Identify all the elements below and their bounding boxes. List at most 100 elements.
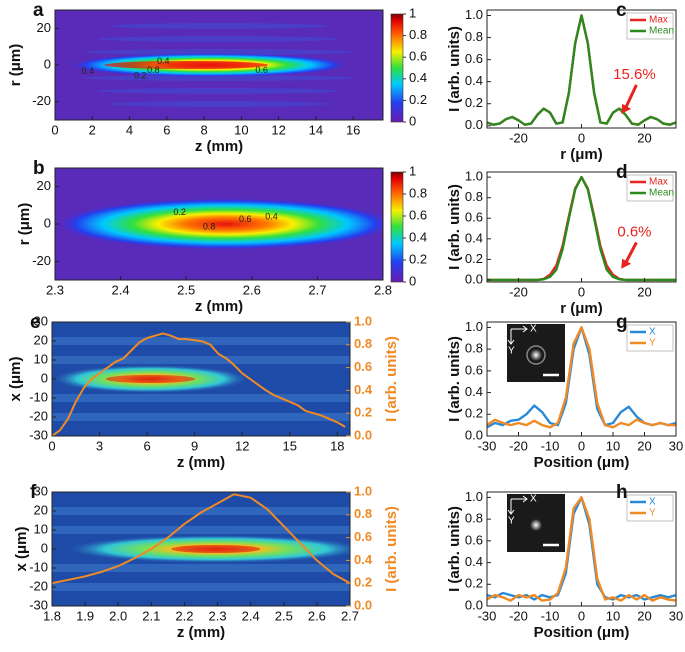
y-axis-label: r (μm) xyxy=(16,203,33,246)
y2-tick-label: 1.0 xyxy=(354,483,372,498)
panel-label: d xyxy=(616,162,628,183)
x-tick-label: -10 xyxy=(541,438,560,453)
side-lobe xyxy=(97,36,341,42)
panel-label: h xyxy=(616,482,628,503)
y2-tick-label: 0.2 xyxy=(354,405,372,420)
annotation-arrow xyxy=(623,241,638,265)
x-axis-label: Position (μm) xyxy=(534,624,630,641)
y-tick-label: 0.8 xyxy=(465,341,483,356)
x-axis-label: z (mm) xyxy=(177,624,225,641)
y-tick-label: 0.6 xyxy=(465,362,483,377)
x-tick-label: 2.5 xyxy=(177,282,195,297)
y-tick-label: 0.6 xyxy=(465,51,483,66)
x-tick-label: 10 xyxy=(234,122,248,137)
y-axis-label: I (arb. units) xyxy=(446,184,463,270)
x-tick-label: 4 xyxy=(126,122,133,137)
y2-axis-label: I (arb. units) xyxy=(383,336,400,422)
inset-ring xyxy=(526,345,546,365)
y2-axis-label: I (arb. units) xyxy=(383,506,400,592)
y-tick-label: 0 xyxy=(44,215,51,230)
y-tick-label: 0.6 xyxy=(465,210,483,225)
y-tick-label: -10 xyxy=(29,559,48,574)
y-tick-label: 0.4 xyxy=(465,554,483,569)
x-tick-label: 0 xyxy=(578,438,585,453)
inset-axis-label: Y xyxy=(508,516,515,527)
legend-label: X xyxy=(649,327,656,338)
contour-label: 0.4 xyxy=(82,66,95,76)
y-tick-label: 30 xyxy=(34,313,48,328)
annotation: 15.6% xyxy=(613,66,656,83)
x-tick-label: 2.4 xyxy=(112,282,130,297)
series-line xyxy=(487,14,676,126)
y2-tick-label: 0.2 xyxy=(354,575,372,590)
x-tick-label: 16 xyxy=(346,122,360,137)
x-tick-label: 14 xyxy=(309,122,323,137)
y-tick-label: 20 xyxy=(37,20,51,35)
x-axis-label: r (μm) xyxy=(560,300,603,317)
y-tick-label: -20 xyxy=(29,408,48,423)
y-tick-label: 0.0 xyxy=(465,597,483,612)
x-axis-label: z (mm) xyxy=(195,138,243,155)
y-tick-label: 0.4 xyxy=(465,73,483,88)
y-tick-label: -20 xyxy=(32,93,51,108)
y-tick-label: 1.0 xyxy=(465,169,483,184)
x-tick-label: 20 xyxy=(637,608,651,623)
y-tick-label: 0.2 xyxy=(465,576,483,591)
y-axis-label: I (arb. units) xyxy=(446,336,463,422)
x-tick-label: 30 xyxy=(669,608,683,623)
x-tick-label: -20 xyxy=(509,438,528,453)
y-tick-label: 0 xyxy=(41,370,48,385)
y2-tick-label: 0.6 xyxy=(354,359,372,374)
y2-tick-label: 0.6 xyxy=(354,529,372,544)
side-lobe xyxy=(52,507,350,515)
panel-label: a xyxy=(33,0,44,21)
x-tick-label: 8 xyxy=(200,122,207,137)
panel-label: e xyxy=(30,312,41,333)
y-tick-label: 0.0 xyxy=(465,271,483,286)
y-tick-label: 0.2 xyxy=(465,406,483,421)
legend-label: X xyxy=(649,497,656,508)
inset-spot xyxy=(530,519,542,531)
y-tick-label: -20 xyxy=(29,578,48,593)
x-tick-label: 1.8 xyxy=(43,608,61,623)
y-tick-label: 0.0 xyxy=(465,117,483,132)
plot-area: 0.2 0.8 0.6 0.4 xyxy=(55,168,383,280)
contour-label: 0.2 xyxy=(173,207,186,217)
y-tick-label: 0.2 xyxy=(465,95,483,110)
x-tick-label: 6 xyxy=(163,122,170,137)
legend-box xyxy=(626,494,674,522)
colorbar-tick-label: 0.6 xyxy=(409,49,427,64)
contour-label: 0.4 xyxy=(265,212,278,222)
inset-axis-label: X xyxy=(530,494,537,505)
x-tick-label: 20 xyxy=(637,438,651,453)
panel-label: b xyxy=(33,158,45,179)
y-tick-label: 10 xyxy=(34,521,48,536)
inset-axis-label: Y xyxy=(508,346,515,357)
colorbar-tick-label: 1 xyxy=(409,5,416,20)
y-tick-label: 1.0 xyxy=(465,319,483,334)
side-lobe xyxy=(52,413,350,421)
plot-area: 0.4 0.20.80.40.6 xyxy=(55,10,383,120)
inset-arrow xyxy=(507,495,528,515)
panel-label: g xyxy=(616,312,628,333)
side-lobe xyxy=(97,88,341,94)
annotation-arrowhead xyxy=(621,258,632,269)
y-axis-label: I (arb. units) xyxy=(446,506,463,592)
x-tick-label: 2.0 xyxy=(109,608,127,623)
side-lobe xyxy=(52,394,350,402)
colorbar-tick-label: 0.4 xyxy=(409,229,427,244)
side-lobe xyxy=(52,583,350,591)
side-lobe xyxy=(110,23,328,29)
x-tick-label: 2.3 xyxy=(209,608,227,623)
x-tick-label: -20 xyxy=(509,608,528,623)
x-tick-label: 0 xyxy=(578,608,585,623)
x-tick-label: -30 xyxy=(478,608,497,623)
y-tick-label: 30 xyxy=(34,483,48,498)
x-tick-label: 0 xyxy=(51,122,58,137)
x-tick-label: 1.9 xyxy=(76,608,94,623)
series-line xyxy=(487,496,676,602)
colorbar xyxy=(390,13,404,123)
y-axis-label: r (μm) xyxy=(7,44,24,87)
y2-tick-label: 0.0 xyxy=(354,427,372,442)
y-tick-label: 0.4 xyxy=(465,230,483,245)
